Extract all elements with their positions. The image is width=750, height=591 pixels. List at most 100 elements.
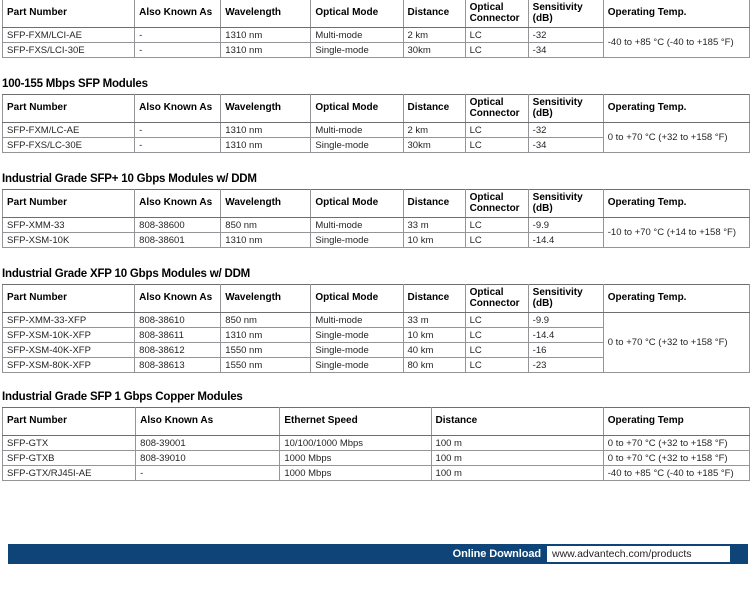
cell-ethernet-speed: 1000 Mbps [279,465,432,481]
col-header-part-number: Part Number [1,0,136,28]
cell-optical-connector: LC [464,312,529,328]
cell-operating-temp: 0 to +70 °C (+32 to +158 °F) [602,450,750,466]
col-header-optical-mode: Optical Mode [310,94,404,123]
col-header-also-known-as: Also Known As [134,94,222,123]
cell-ethernet-speed: 10/100/1000 Mbps [279,435,432,451]
section-spacer [0,153,750,173]
cell-ethernet-speed: 1000 Mbps [279,450,432,466]
table-header-row: Part Number Also Known As Wavelength Opt… [1,284,750,313]
cell-optical-mode: Single-mode [310,342,404,358]
cell-wavelength: 1310 nm [220,137,312,153]
online-download-label: Online Download [452,548,541,560]
col-header-sensitivity-line2: (dB) [532,107,553,119]
table-row: SFP-XSM-40K-XFP 808-38612 1550 nm Single… [1,342,750,358]
col-header-optical-connector-line1: Optical [469,2,504,13]
col-header-operating-temp: Operating Temp. [602,189,750,218]
cell-also-known-as: - [134,122,222,138]
col-header-operating-temp: Operating Temp [602,407,750,436]
cell-optical-connector: LC [464,232,529,248]
col-header-operating-temp: Operating Temp. [602,94,750,123]
section-100-155-sfp: 100-155 Mbps SFP Modules Part Number Als… [0,78,750,153]
col-header-optical-connector: Optical Connector [464,0,529,28]
col-header-optical-mode: Optical Mode [310,284,404,313]
cell-optical-mode: Single-mode [310,42,404,58]
cell-sensitivity: -9.9 [527,312,604,328]
col-header-also-known-as: Also Known As [134,189,222,218]
cell-also-known-as: - [134,137,222,153]
section-industrial-sfp-copper: Industrial Grade SFP 1 Gbps Copper Modul… [0,391,750,481]
table-header-row: Part Number Also Known As Wavelength Opt… [1,0,750,28]
col-header-optical-mode: Optical Mode [310,0,404,28]
col-header-sensitivity-line2: (dB) [532,297,553,309]
cell-part-number: SFP-XSM-10K [1,232,136,248]
cell-sensitivity: -32 [527,122,604,138]
cell-sensitivity: -9.9 [527,217,604,233]
col-header-ethernet-speed: Ethernet Speed [279,407,432,436]
download-url[interactable]: www.advantech.com/products [547,546,730,562]
cell-sensitivity: -14.4 [527,232,604,248]
col-header-part-number: Part Number [1,284,136,313]
cell-part-number: SFP-FXS/LCI-30E [1,42,136,58]
col-header-sensitivity: Sensitivity (dB) [527,189,604,218]
cell-part-number: SFP-XSM-80K-XFP [1,357,136,373]
section-industrial-100-155: Industrial Grade 100-155 Mbps SFP Module… [0,0,750,58]
cell-optical-connector: LC [464,122,529,138]
section-title: Industrial Grade SFP+ 10 Gbps Modules w/… [2,173,257,185]
table-row: SFP-FXM/LCI-AE - 1310 nm Multi-mode 2 km… [1,27,750,58]
col-header-sensitivity-line1: Sensitivity [532,192,583,203]
col-header-operating-temp: Operating Temp. [602,0,750,28]
col-header-distance: Distance [402,284,466,313]
cell-wavelength: 850 nm [220,217,312,233]
cell-also-known-as: 808-38613 [134,357,222,373]
cell-optical-mode: Multi-mode [310,27,404,43]
cell-wavelength: 1550 nm [220,342,312,358]
col-header-optical-connector-line2: Connector [469,202,520,214]
cell-also-known-as: - [134,42,222,58]
col-header-distance: Distance [402,189,466,218]
cell-sensitivity: -14.4 [527,327,604,343]
cell-distance: 100 m [430,465,604,481]
col-header-sensitivity: Sensitivity (dB) [527,284,604,313]
cell-distance: 30km [402,42,466,58]
cell-operating-temp: 0 to +70 °C (+32 to +158 °F) [602,435,750,451]
cell-distance: 2 km [402,27,466,43]
spec-table-industrial-sfp-plus-10g: Part Number Also Known As Wavelength Opt… [1,189,750,248]
col-header-sensitivity-line2: (dB) [532,12,553,24]
table-row: SFP-XMM-33 808-38600 850 nm Multi-mode 3… [1,217,750,248]
table-header-row: Part Number Also Known As Ethernet Speed… [1,407,750,436]
cell-wavelength: 1310 nm [220,327,312,343]
table-row: SFP-GTX/RJ45I-AE - 1000 Mbps 100 m -40 t… [1,465,750,481]
cell-operating-temp: -40 to +85 °C (-40 to +185 °F) [602,465,750,481]
col-header-optical-connector-line1: Optical [469,287,504,298]
table-header-row: Part Number Also Known As Wavelength Opt… [1,94,750,123]
section-title: Industrial Grade XFP 10 Gbps Modules w/ … [2,268,251,280]
col-header-distance: Distance [430,407,604,436]
cell-also-known-as: 808-38610 [134,312,222,328]
col-header-optical-connector-line2: Connector [469,297,520,309]
cell-also-known-as: 808-38600 [134,217,222,233]
col-header-optical-connector-line1: Optical [469,192,504,203]
cell-operating-temp: 0 to +70 °C (+32 to +158 °F) [602,122,750,153]
col-header-wavelength: Wavelength [220,94,312,123]
cell-also-known-as: - [134,27,222,43]
table-row: SFP-FXM/LC-AE - 1310 nm Multi-mode 2 km … [1,122,750,153]
cell-optical-mode: Single-mode [310,137,404,153]
cell-distance: 2 km [402,122,466,138]
spec-table-industrial-100-155: Part Number Also Known As Wavelength Opt… [1,0,750,58]
cell-optical-connector: LC [464,327,529,343]
col-header-optical-connector: Optical Connector [464,94,529,123]
cell-part-number: SFP-XSM-40K-XFP [1,342,136,358]
cell-part-number: SFP-XMM-33 [1,217,136,233]
cell-part-number: SFP-GTX/RJ45I-AE [1,465,137,481]
cell-optical-mode: Multi-mode [310,312,404,328]
cell-wavelength: 850 nm [220,312,312,328]
table-row: SFP-XSM-10K 808-38601 1310 nm Single-mod… [1,232,750,248]
cell-part-number: SFP-XMM-33-XFP [1,312,136,328]
col-header-optical-connector: Optical Connector [464,189,529,218]
cell-optical-connector: LC [464,137,529,153]
cell-distance: 33 m [402,217,466,233]
cell-also-known-as: 808-39001 [135,435,281,451]
cell-optical-connector: LC [464,342,529,358]
col-header-also-known-as: Also Known As [134,0,222,28]
footer-bar: Online Download www.advantech.com/produc… [8,544,748,564]
